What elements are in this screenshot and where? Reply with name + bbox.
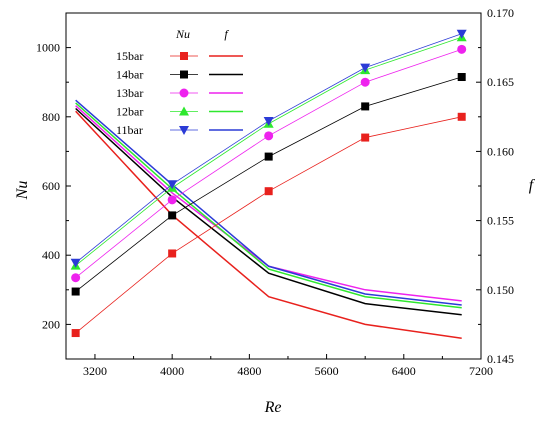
legend-label-13bar: 13bar bbox=[116, 86, 143, 100]
y-left-tick-label: 800 bbox=[42, 110, 60, 124]
nu-point-11bar bbox=[167, 180, 178, 190]
nu-point-14bar bbox=[264, 152, 273, 161]
f-line-12bar bbox=[75, 102, 462, 309]
y-right-tick-label: 0.150 bbox=[487, 283, 514, 297]
y-left-tick-label: 400 bbox=[42, 248, 60, 262]
nu-point-15bar bbox=[71, 329, 80, 338]
y-axis-right: 0.145 0.150 0.155 0.160 0.165 0.170 bbox=[476, 6, 514, 366]
nu-point-14bar bbox=[168, 211, 177, 220]
y-left-tick-label: 200 bbox=[42, 317, 60, 331]
y-right-tick-label: 0.160 bbox=[487, 144, 514, 158]
nu-point-15bar bbox=[168, 249, 177, 258]
x-axis: 3200 4000 4800 5600 6400 7200 bbox=[83, 354, 493, 378]
legend-label-12bar: 12bar bbox=[116, 105, 143, 119]
nu-point-11bar bbox=[263, 116, 274, 126]
x-axis-title: Re bbox=[264, 399, 282, 416]
nu-line-13bar bbox=[75, 48, 462, 279]
legend-nu-marker-13bar bbox=[179, 88, 189, 98]
nu-point-14bar bbox=[361, 102, 370, 111]
legend-nu-marker-12bar bbox=[179, 106, 189, 116]
f-line-11bar bbox=[75, 99, 462, 306]
nu-point-14bar bbox=[457, 73, 466, 82]
nu-series-group bbox=[70, 29, 467, 338]
f-line-14bar bbox=[75, 107, 462, 316]
y-right-tick-label: 0.165 bbox=[487, 75, 514, 89]
legend-label-11bar: 11bar bbox=[116, 123, 143, 137]
plot-frame bbox=[65, 12, 482, 360]
x-tick-label: 3200 bbox=[83, 364, 107, 378]
nu-point-13bar bbox=[360, 77, 370, 87]
nu-point-15bar bbox=[264, 187, 273, 196]
nu-point-13bar bbox=[71, 273, 81, 283]
legend-label-14bar: 14bar bbox=[116, 68, 143, 82]
nu-point-15bar bbox=[457, 112, 466, 121]
nu-point-14bar bbox=[71, 287, 80, 296]
y-right-tick-label: 0.155 bbox=[487, 214, 514, 228]
y-axis-left: 200 400 600 800 1000 bbox=[36, 41, 71, 331]
nu-point-11bar bbox=[360, 63, 371, 73]
legend-header-f: f bbox=[224, 27, 229, 41]
nu-point-15bar bbox=[361, 133, 370, 142]
f-line-15bar bbox=[75, 110, 462, 339]
y-right-tick-label: 0.145 bbox=[487, 352, 514, 366]
x-tick-label: 7200 bbox=[469, 364, 493, 378]
nu-point-11bar bbox=[70, 258, 81, 268]
y-left-tick-label: 600 bbox=[42, 179, 60, 193]
legend-header-nu: Nu bbox=[175, 27, 190, 41]
legend: Nu f 15bar 14bar 13bar 12bar 11bar bbox=[116, 27, 243, 137]
x-tick-label: 5600 bbox=[315, 364, 339, 378]
legend-nu-marker-11bar bbox=[179, 126, 189, 135]
legend-label-15bar: 15bar bbox=[116, 49, 143, 63]
f-series-group bbox=[75, 99, 462, 339]
nu-point-13bar bbox=[457, 44, 467, 54]
x-tick-label: 6400 bbox=[392, 364, 416, 378]
y-right-tick-label: 0.170 bbox=[487, 6, 514, 20]
y-left-tick-label: 1000 bbox=[36, 41, 60, 55]
y-axis-left-title: Nu bbox=[14, 181, 31, 201]
nu-point-11bar bbox=[456, 29, 467, 39]
legend-nu-marker-14bar bbox=[180, 70, 188, 79]
legend-nu-marker-15bar bbox=[180, 52, 188, 60]
x-tick-label: 4000 bbox=[160, 364, 184, 378]
nu-point-13bar bbox=[264, 131, 274, 141]
y-axis-right-title: f bbox=[529, 177, 536, 194]
nu-point-13bar bbox=[167, 195, 177, 205]
x-tick-label: 4800 bbox=[237, 364, 261, 378]
